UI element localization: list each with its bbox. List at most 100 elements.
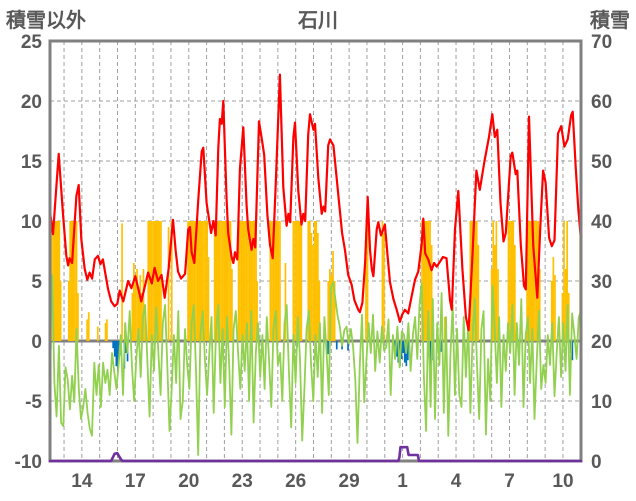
- orange-bars: [274, 221, 276, 341]
- orange-bars: [298, 221, 301, 341]
- right-axis-tick-label: 10: [591, 392, 612, 413]
- orange-bars: [315, 221, 318, 341]
- orange-bars: [512, 221, 515, 341]
- blue-bars: [347, 341, 349, 351]
- blue-bars: [327, 341, 329, 355]
- orange-bars: [443, 317, 446, 341]
- orange-bars: [310, 233, 313, 341]
- blue-bars: [125, 341, 127, 353]
- orange-bars: [53, 221, 56, 341]
- right-axis-title: 積雪: [590, 10, 630, 32]
- x-axis-tick-label: 1: [397, 471, 408, 492]
- orange-bars: [514, 245, 516, 341]
- orange-bars: [215, 221, 218, 341]
- orange-bars: [231, 269, 233, 341]
- orange-bars: [307, 221, 310, 341]
- orange-bars: [216, 221, 219, 341]
- orange-bars: [193, 221, 196, 341]
- green-line: [49, 274, 582, 456]
- orange-bars: [77, 293, 79, 341]
- orange-bars: [492, 221, 495, 341]
- x-axis-tick-label: 14: [71, 471, 93, 492]
- orange-bars: [200, 221, 202, 341]
- orange-bars: [196, 221, 199, 341]
- orange-bars: [70, 221, 73, 341]
- orange-bars: [561, 293, 564, 341]
- orange-bars: [255, 221, 257, 341]
- right-axis-tick-label: 30: [591, 272, 612, 293]
- orange-bars: [509, 221, 511, 341]
- orange-bars: [422, 221, 425, 341]
- orange-bars: [472, 221, 475, 341]
- blue-bars: [395, 341, 398, 357]
- red-line: [48, 73, 583, 332]
- orange-bars: [153, 221, 156, 341]
- orange-bars: [158, 221, 161, 341]
- orange-bars: [421, 221, 423, 341]
- orange-bars: [554, 275, 556, 341]
- orange-bars: [221, 221, 224, 341]
- orange-bars: [424, 221, 427, 341]
- orange-bars: [198, 221, 201, 341]
- blue-bars: [335, 341, 338, 350]
- orange-bars: [229, 221, 232, 341]
- orange-bars: [381, 221, 384, 341]
- orange-bars: [226, 221, 229, 341]
- orange-bars: [104, 323, 107, 341]
- chart-title: 石川: [298, 10, 338, 32]
- orange-bars: [366, 221, 369, 341]
- blue-bars: [403, 341, 406, 363]
- orange-bars: [477, 245, 480, 341]
- orange-bars: [256, 281, 258, 341]
- x-axis-tick-label: 7: [504, 471, 515, 492]
- orange-bars: [497, 269, 499, 341]
- left-axis-tick-label: 10: [21, 212, 42, 233]
- orange-bars: [142, 269, 145, 341]
- orange-bars: [284, 263, 287, 341]
- blue-bars: [112, 341, 114, 349]
- orange-bars: [228, 221, 230, 341]
- right-axis-tick-label: 70: [591, 32, 612, 53]
- orange-bars: [383, 233, 385, 341]
- orange-bars: [247, 221, 249, 341]
- orange-bars: [427, 221, 430, 341]
- x-axis-tick-label: 17: [125, 471, 146, 492]
- orange-bars: [188, 221, 191, 341]
- orange-bars: [206, 221, 208, 341]
- purple-line: [48, 445, 583, 463]
- orange-bars: [313, 221, 316, 341]
- x-axis-tick-label: 4: [451, 471, 462, 492]
- orange-bars: [121, 223, 123, 341]
- orange-bars: [272, 221, 275, 341]
- orange-bars: [248, 221, 251, 341]
- orange-bars: [223, 221, 225, 341]
- orange-bars: [245, 221, 248, 341]
- orange-bars: [271, 221, 273, 341]
- left-axis-tick-label: 25: [21, 32, 43, 53]
- right-axis-tick-label: 40: [591, 212, 612, 233]
- right-axis-tick-label: 60: [591, 92, 612, 113]
- orange-bars: [139, 275, 142, 341]
- orange-bars: [55, 221, 57, 341]
- orange-bars: [552, 257, 555, 341]
- orange-bars: [294, 221, 296, 341]
- orange-bars: [59, 281, 62, 341]
- orange-bars: [242, 221, 245, 341]
- orange-bars: [67, 281, 70, 341]
- orange-bars: [72, 221, 75, 341]
- orange-bars: [532, 221, 535, 341]
- right-axis-tick-label: 20: [591, 332, 612, 353]
- orange-bars: [312, 245, 314, 341]
- orange-bars: [275, 221, 278, 341]
- orange-bars: [297, 221, 299, 341]
- orange-bars: [332, 251, 334, 341]
- left-axis-tick-label: -5: [25, 392, 42, 413]
- orange-bars: [426, 221, 428, 341]
- orange-bars: [75, 221, 78, 341]
- orange-bars: [550, 281, 553, 341]
- blue-bars: [407, 341, 409, 361]
- orange-bars: [207, 257, 210, 341]
- orange-bars: [495, 221, 498, 341]
